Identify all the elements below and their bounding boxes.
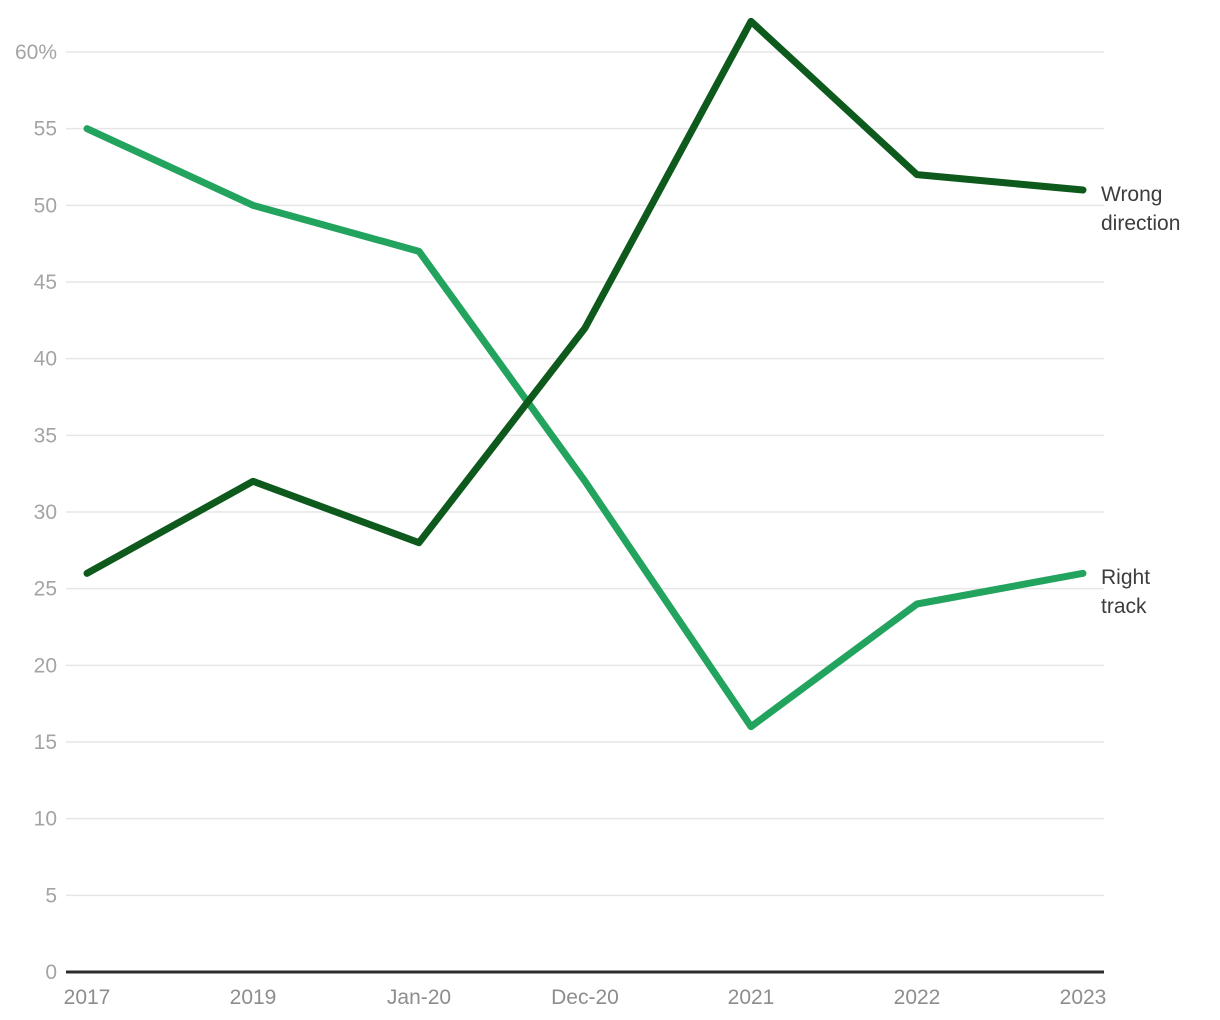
x-tick-label: 2017 — [64, 986, 111, 1009]
y-tick-label: 5 — [45, 884, 57, 907]
y-tick-label: 20 — [34, 654, 57, 677]
y-tick-label: 40 — [34, 348, 57, 371]
y-tick-label: 30 — [34, 501, 57, 524]
x-tick-label: 2021 — [728, 986, 775, 1009]
y-tick-label: 60% — [15, 41, 57, 64]
y-tick-label: 15 — [34, 731, 57, 754]
x-tick-label: 2019 — [230, 986, 277, 1009]
y-tick-label: 25 — [34, 578, 57, 601]
y-tick-label: 45 — [34, 271, 57, 294]
series-label-right-track: Right track — [1101, 566, 1151, 619]
x-tick-label: 2022 — [894, 986, 941, 1009]
x-tick-label: Jan-20 — [387, 986, 451, 1009]
y-tick-label: 50 — [34, 194, 57, 217]
series-line-wrong-direction — [83, 17, 1087, 577]
x-tick-label: 2023 — [1060, 986, 1107, 1009]
series-label-wrong-direction: Wrong direction — [1101, 183, 1181, 235]
y-tick-label: 0 — [45, 961, 57, 984]
y-tick-label: 35 — [34, 424, 57, 447]
y-tick-label: 10 — [34, 808, 57, 831]
y-tick-label: 55 — [34, 118, 57, 141]
series-line-right-track — [83, 125, 1087, 731]
x-tick-label: Dec-20 — [551, 986, 619, 1009]
